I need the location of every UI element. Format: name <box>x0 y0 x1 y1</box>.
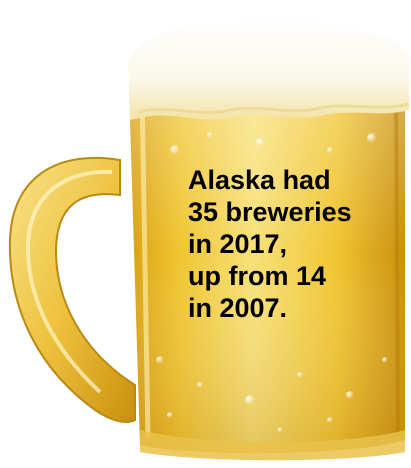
caption-line-1: Alaska had <box>188 165 331 195</box>
caption-text: Alaska had 35 breweries in 2017, up from… <box>188 164 403 324</box>
caption-line-2: 35 breweries <box>188 197 352 227</box>
caption-line-4: up from 14 <box>188 261 327 291</box>
caption-line-3: in 2017, <box>188 229 288 259</box>
caption-line-5: in 2007. <box>188 293 288 323</box>
